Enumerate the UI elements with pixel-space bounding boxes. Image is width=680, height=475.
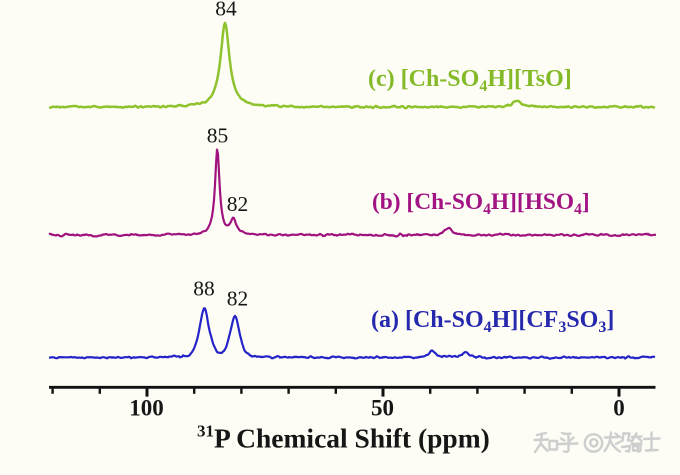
svg-text:84: 84 xyxy=(215,0,237,21)
svg-text:(c) [Ch-SO4H][TsO]: (c) [Ch-SO4H][TsO] xyxy=(368,66,572,95)
svg-text:(b) [Ch-SO4H][HSO4]: (b) [Ch-SO4H][HSO4] xyxy=(372,189,590,218)
svg-text:0: 0 xyxy=(613,396,625,421)
svg-text:82: 82 xyxy=(227,287,249,311)
svg-text:31P Chemical Shift (ppm): 31P Chemical Shift (ppm) xyxy=(197,422,490,454)
svg-text:85: 85 xyxy=(207,124,229,148)
svg-text:(a) [Ch-SO4H][CF3SO3]: (a) [Ch-SO4H][CF3SO3] xyxy=(371,307,614,336)
svg-text:50: 50 xyxy=(371,396,394,421)
svg-text:100: 100 xyxy=(129,396,164,421)
svg-text:88: 88 xyxy=(193,277,215,301)
svg-text:82: 82 xyxy=(227,192,249,216)
